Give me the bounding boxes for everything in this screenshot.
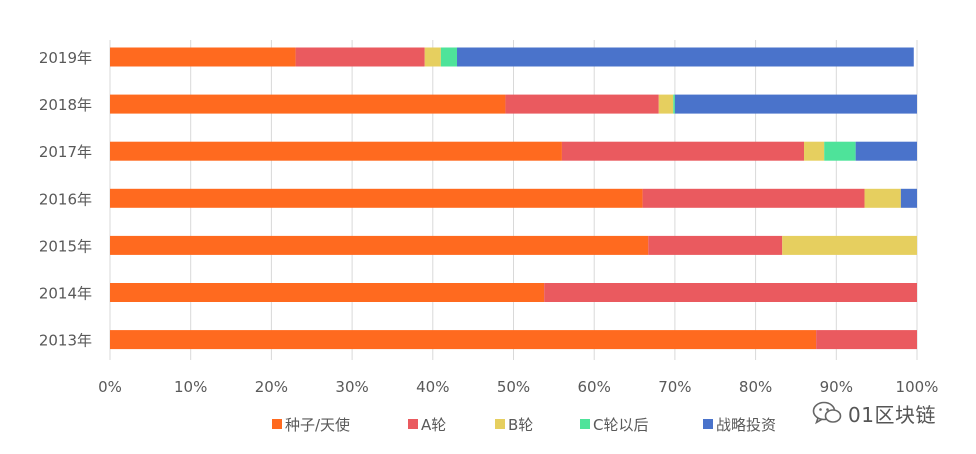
watermark-text: 01区块链 <box>848 402 936 427</box>
legend-label: B轮 <box>508 416 533 434</box>
x-tick-label: 100% <box>896 378 939 396</box>
bar-segment <box>110 94 506 114</box>
x-tick-label: 40% <box>416 378 449 396</box>
bar-segment <box>110 141 562 161</box>
bar-segment <box>824 141 856 161</box>
bar-segment <box>457 47 914 67</box>
bar-segment <box>658 94 674 114</box>
y-tick-label: 2019年 <box>39 49 92 67</box>
x-tick-label: 30% <box>335 378 368 396</box>
x-tick-label: 0% <box>98 378 122 396</box>
bar-segment <box>110 283 545 302</box>
legend-label: 战略投资 <box>716 416 776 434</box>
y-tick-label: 2015年 <box>39 237 92 255</box>
x-tick-label: 80% <box>739 378 772 396</box>
y-tick-label: 2016年 <box>39 190 92 208</box>
x-tick-label: 20% <box>255 378 288 396</box>
y-tick-label: 2014年 <box>39 285 92 303</box>
legend: 种子/天使 A轮 B轮 C轮以后 战略投资 <box>272 416 776 434</box>
wechat-icon <box>812 401 842 425</box>
legend-swatch <box>703 419 713 429</box>
bar-segment <box>864 188 901 208</box>
legend-swatch <box>272 419 282 429</box>
bar-segment <box>816 330 917 350</box>
bar-segment <box>642 188 865 208</box>
bar-segment <box>561 141 805 161</box>
bar-segment <box>804 141 825 161</box>
bar-segment <box>648 235 783 255</box>
bar-segment <box>110 47 296 67</box>
bar-segment <box>855 141 917 161</box>
bar-segment <box>544 283 917 302</box>
bar-segment <box>295 47 425 67</box>
x-tick-label: 70% <box>658 378 691 396</box>
legend-swatch <box>580 419 590 429</box>
watermark: 01区块链 <box>812 396 952 430</box>
bar-segment <box>424 47 441 67</box>
bar-segment <box>900 188 917 208</box>
legend-swatch <box>495 419 505 429</box>
bar-segment <box>505 94 659 114</box>
bar-segment <box>674 94 917 114</box>
bar-segment <box>440 47 458 67</box>
y-tick-label: 2013年 <box>39 332 92 350</box>
x-axis-labels: 0% 10% 20% 30% 40% 50% 60% 70% 80% 90% 100% <box>98 378 938 396</box>
bars-layer <box>110 47 917 350</box>
x-tick-label: 50% <box>497 378 530 396</box>
y-tick-label: 2018年 <box>39 96 92 114</box>
legend-label: 种子/天使 <box>285 416 350 434</box>
legend-swatch <box>408 419 418 429</box>
y-axis-labels: 2019年 2018年 2017年 2016年 2015年 2014年 2013年 <box>39 49 92 350</box>
bar-segment <box>673 94 675 114</box>
bar-segment <box>110 330 817 350</box>
y-tick-label: 2017年 <box>39 143 92 161</box>
bar-segment <box>110 188 643 208</box>
bar-segment <box>782 235 917 255</box>
x-tick-label: 90% <box>820 378 853 396</box>
x-tick-label: 10% <box>174 378 207 396</box>
legend-label: A轮 <box>421 416 446 434</box>
legend-label: C轮以后 <box>593 416 648 434</box>
x-tick-label: 60% <box>578 378 611 396</box>
bar-segment <box>110 235 649 255</box>
